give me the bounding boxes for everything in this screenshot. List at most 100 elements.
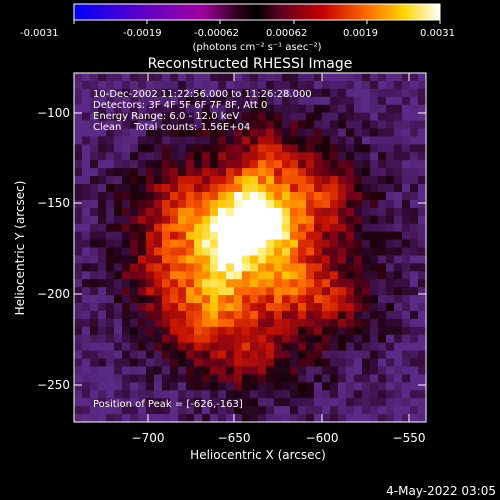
- emission-pixel: [146, 255, 155, 264]
- emission-pixel: [410, 80, 419, 90]
- emission-pixel: [354, 215, 363, 225]
- emission-pixel: [130, 215, 139, 225]
- emission-pixel: [258, 88, 267, 98]
- emission-pixel: [370, 207, 379, 217]
- emission-pixel: [338, 342, 347, 352]
- emission-pixel: [378, 120, 387, 130]
- emission-pixel: [370, 136, 379, 145]
- emission-pixel: [266, 80, 275, 90]
- emission-pixel: [258, 358, 267, 368]
- emission-pixel: [90, 366, 99, 376]
- plot-frame: [73, 72, 427, 423]
- emission-pixel: [210, 120, 219, 130]
- emission-pixel: [386, 168, 395, 177]
- emission-pixel: [114, 303, 123, 312]
- emission-pixel: [306, 215, 315, 225]
- emission-pixel: [274, 239, 283, 249]
- emission-pixel: [266, 303, 275, 312]
- emission-pixel: [74, 374, 83, 383]
- emission-pixel: [330, 310, 339, 320]
- emission-pixel: [266, 366, 275, 376]
- emission-pixel: [226, 152, 235, 161]
- emission-pixel: [330, 152, 339, 161]
- emission-pixel: [258, 350, 267, 360]
- emission-pixel: [306, 207, 315, 217]
- emission-pixel: [242, 271, 251, 280]
- emission-pixel: [410, 104, 419, 114]
- emission-pixel: [170, 239, 179, 249]
- emission-pixel: [266, 287, 275, 296]
- emission-pixel: [298, 374, 307, 383]
- emission-pixel: [314, 390, 323, 399]
- emission-pixel: [98, 73, 107, 82]
- emission-pixel: [170, 406, 179, 415]
- emission-pixel: [122, 168, 131, 177]
- emission-pixel: [290, 326, 299, 336]
- emission-pixel: [290, 88, 299, 98]
- emission-pixel: [298, 104, 307, 114]
- emission-pixel: [410, 406, 419, 415]
- info-line-time: 10-Dec-2002 11:22:56.000 to 11:26:28.000: [93, 89, 312, 100]
- emission-pixel: [346, 414, 355, 422]
- emission-pixel: [362, 342, 371, 352]
- emission-pixel: [290, 80, 299, 90]
- emission-pixel: [266, 350, 275, 360]
- emission-pixel: [218, 287, 227, 296]
- emission-pixel: [194, 88, 203, 98]
- emission-pixel: [146, 207, 155, 217]
- emission-pixel: [218, 271, 227, 280]
- emission-pixel: [114, 176, 123, 185]
- y-tick-label: −250: [37, 378, 70, 392]
- emission-pixel: [266, 88, 275, 98]
- emission-pixel: [74, 366, 83, 376]
- emission-pixel: [346, 350, 355, 360]
- emission-pixel: [330, 191, 339, 201]
- emission-pixel: [114, 271, 123, 280]
- emission-pixel: [370, 112, 379, 122]
- emission-pixel: [98, 279, 107, 288]
- emission-pixel: [210, 350, 219, 360]
- emission-pixel: [418, 310, 426, 320]
- emission-pixel: [114, 128, 123, 138]
- emission-pixel: [362, 263, 371, 272]
- emission-pixel: [210, 358, 219, 368]
- emission-pixel: [194, 207, 203, 217]
- emission-pixel: [154, 398, 163, 407]
- emission-pixel: [386, 287, 395, 296]
- emission-pixel: [146, 176, 155, 185]
- emission-pixel: [210, 279, 219, 288]
- emission-pixel: [194, 295, 203, 304]
- emission-pixel: [194, 382, 203, 391]
- emission-pixel: [138, 199, 147, 209]
- emission-pixel: [338, 271, 347, 280]
- emission-pixel: [154, 168, 163, 177]
- emission-pixel: [394, 406, 403, 415]
- emission-pixel: [186, 382, 195, 391]
- emission-pixel: [90, 223, 99, 233]
- emission-pixel: [98, 120, 107, 130]
- emission-pixel: [82, 406, 91, 415]
- emission-pixel: [98, 112, 107, 122]
- emission-pixel: [386, 279, 395, 288]
- emission-pixel: [338, 326, 347, 336]
- emission-pixel: [258, 406, 267, 415]
- emission-pixel: [362, 406, 371, 415]
- emission-pixel: [410, 136, 419, 145]
- emission-pixel: [98, 350, 107, 360]
- emission-pixel: [162, 152, 171, 161]
- emission-pixel: [114, 96, 123, 106]
- emission-pixel: [146, 168, 155, 177]
- emission-pixel: [114, 215, 123, 225]
- emission-pixel: [130, 342, 139, 352]
- emission-pixel: [266, 207, 275, 217]
- emission-pixel: [106, 303, 115, 312]
- emission-pixel: [386, 390, 395, 399]
- emission-pixel: [162, 128, 171, 138]
- emission-pixel: [162, 184, 171, 193]
- emission-pixel: [282, 191, 291, 201]
- emission-pixel: [130, 152, 139, 161]
- emission-pixel: [386, 96, 395, 106]
- emission-pixel: [90, 120, 99, 130]
- emission-pixel: [362, 207, 371, 217]
- emission-pixel: [146, 96, 155, 106]
